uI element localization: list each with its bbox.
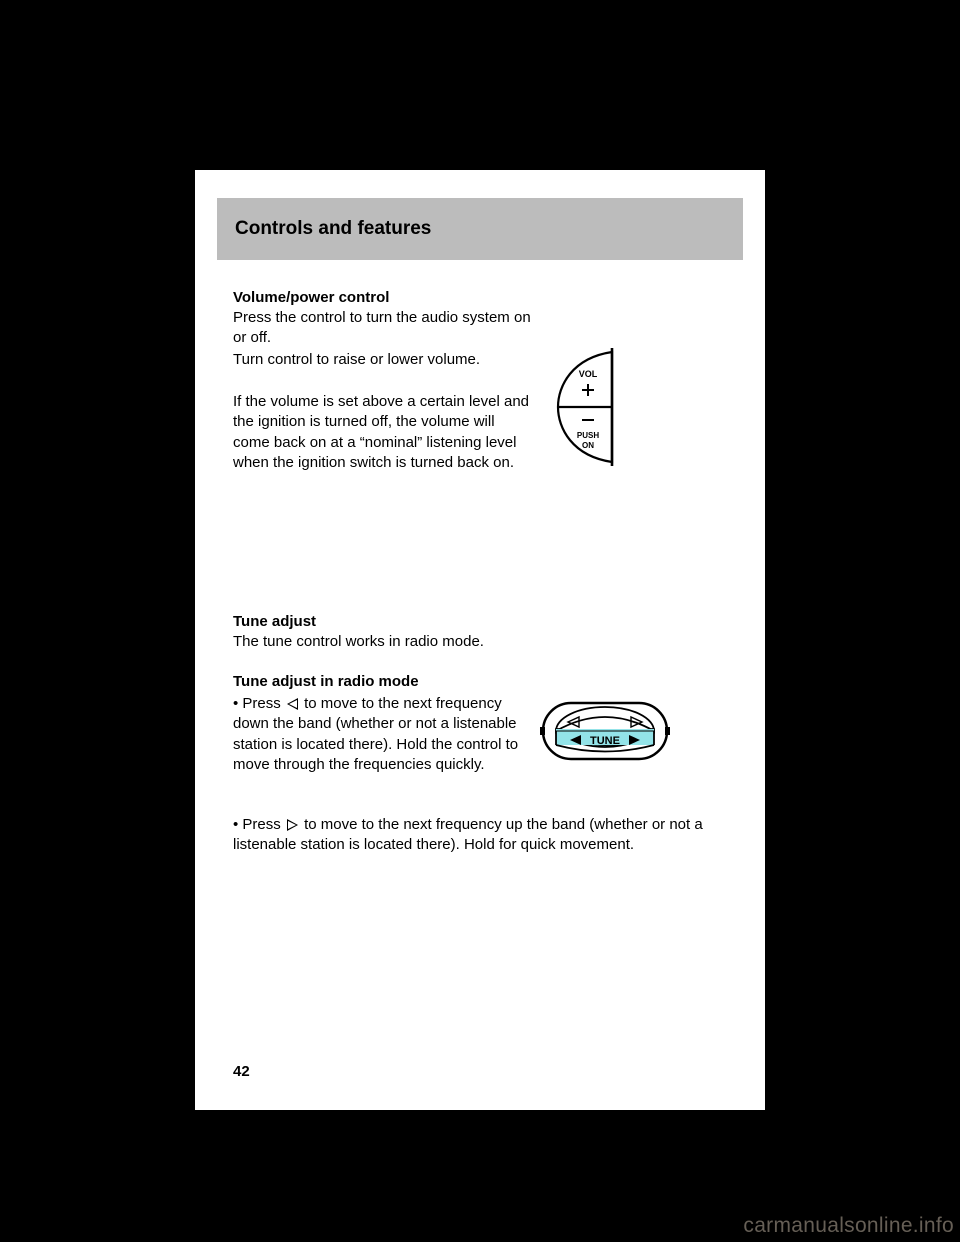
tune-bullet-1: • Press to move to the next frequency do… [233, 694, 533, 775]
tune-bullet-2: • Press to move to the next frequency up… [233, 815, 729, 856]
section-header: Controls and features [217, 198, 743, 260]
tune-b2b: to move to the next frequency up the ban… [233, 816, 703, 853]
tune-radio-subtitle: Tune adjust in radio mode [233, 672, 729, 692]
tune-b2a: Press [242, 816, 280, 833]
manual-page: Controls and features Volume/power contr… [195, 170, 765, 1110]
svg-text:VOL: VOL [579, 369, 598, 379]
volume-p1: Press the control to turn the audio syst… [233, 308, 533, 349]
svg-text:PUSH: PUSH [577, 431, 599, 440]
tune-button-diagram: TUNE [540, 700, 670, 762]
watermark: carmanualsonline.info [743, 1214, 954, 1238]
page-number: 42 [233, 1063, 250, 1080]
subsection-title-volume: Volume/power control [233, 288, 729, 308]
volume-button-diagram: VOL PUSH ON [552, 348, 638, 466]
left-arrow-icon [287, 698, 298, 710]
volume-p2: Turn control to raise or lower volume. [233, 350, 533, 370]
volume-p3: If the volume is set above a certain lev… [233, 392, 533, 473]
tune-button-label: TUNE [590, 735, 620, 747]
section-title: Controls and features [235, 218, 431, 240]
tune-intro: The tune control works in radio mode. [233, 632, 729, 652]
svg-text:ON: ON [582, 441, 594, 450]
tune-b1a: Press [242, 695, 280, 712]
subsection-title-tune: Tune adjust [233, 612, 729, 632]
right-arrow-icon [287, 819, 298, 831]
